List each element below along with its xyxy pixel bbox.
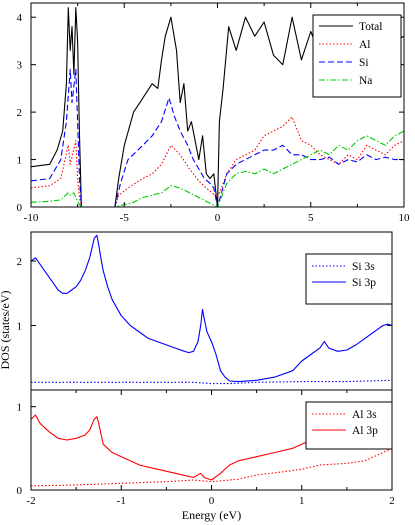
legend-label: Na	[359, 75, 372, 87]
y-tick-label: 1	[17, 402, 23, 414]
y-tick-label: 0	[17, 202, 23, 214]
legend-box	[305, 401, 393, 450]
x-tick-label: -2	[26, 495, 35, 507]
y-tick-label: 2	[17, 256, 23, 268]
panel-2: 1 2 DOS (states/eV) Si 3s Si 3p	[0, 231, 393, 391]
legend: Si 3s Si 3p	[305, 253, 393, 305]
panel-3: -2 -1 0 1 2 0 1 Energy (eV) Al 3s Al 3p	[17, 389, 395, 522]
x-tick-label: 0	[209, 495, 215, 507]
x-tick-label: 10	[399, 212, 411, 224]
y-tick-label: 4	[17, 12, 23, 24]
x-tick-label: -5	[120, 212, 130, 224]
series-line-si-3p	[31, 234, 392, 383]
legend-label: Al 3s	[352, 409, 377, 421]
legend-label: Total	[359, 21, 382, 33]
series-line-si	[31, 68, 404, 207]
x-tick-label: -1	[117, 495, 126, 507]
series-line-al-3s	[31, 447, 392, 487]
y-tick-label: 0	[17, 485, 23, 497]
series-line-al	[31, 116, 404, 207]
legend: Al 3s Al 3p	[305, 401, 393, 450]
legend-label: Si	[359, 57, 369, 69]
x-tick-label: -10	[24, 212, 39, 224]
y-tick-label: 2	[17, 107, 23, 119]
y-tick-label: 3	[17, 60, 23, 72]
legend-label: Al 3p	[352, 425, 378, 437]
legend-box	[312, 14, 402, 98]
x-axis-label: Energy (eV)	[182, 508, 241, 522]
legend-box	[305, 253, 393, 305]
x-tick-label: 2	[389, 495, 395, 507]
x-tick-label: 0	[215, 212, 221, 224]
legend-label: Al	[359, 39, 371, 51]
x-tick-label: 1	[299, 495, 305, 507]
legend: Total Al Si Na	[312, 14, 402, 98]
y-axis-label: DOS (states/eV)	[0, 291, 12, 370]
panel-1: -10 -5 0 5 10 0 1 2 3 4 Total Al Si Na	[17, 2, 411, 224]
y-tick-label: 1	[17, 155, 23, 167]
x-tick-label: 5	[308, 212, 314, 224]
y-tick-label: 1	[17, 321, 23, 333]
series-line-si-3s	[31, 379, 392, 385]
legend-label: Si 3p	[352, 277, 376, 289]
legend-label: Si 3s	[352, 261, 375, 273]
series-line-na	[31, 130, 404, 207]
